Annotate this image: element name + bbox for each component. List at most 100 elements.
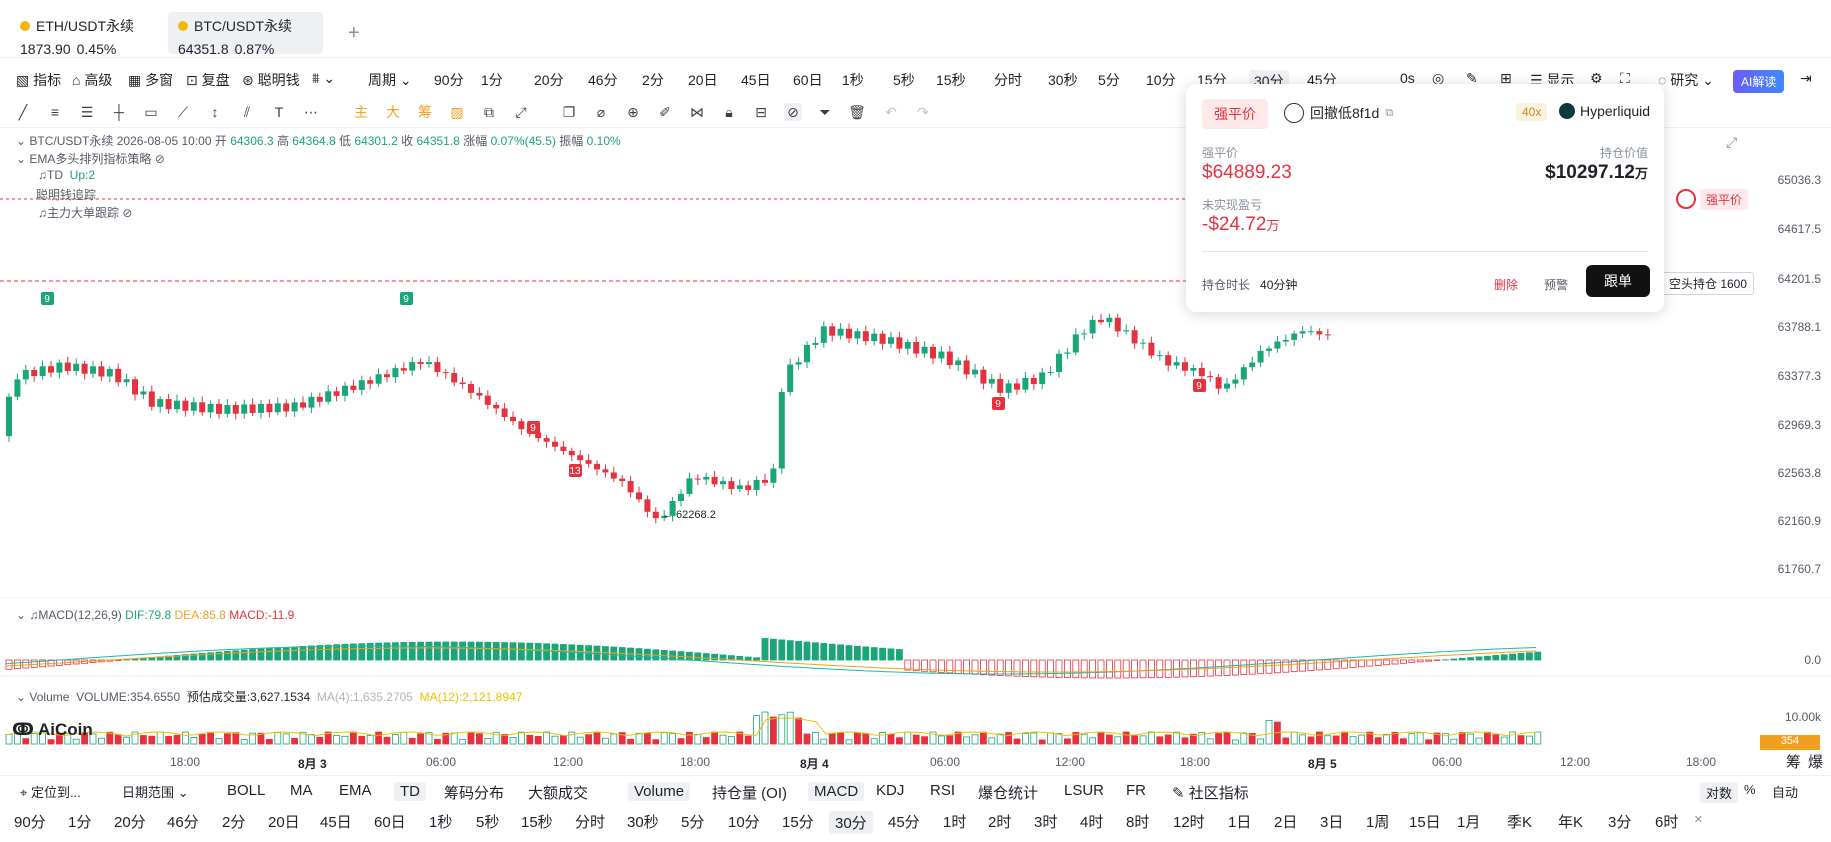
bottom-interval-24[interactable]: 1日 [1228,814,1252,831]
horizontal-lines-icon[interactable]: ☰ [80,104,94,120]
bottom-interval-33[interactable]: 6时 [1655,814,1679,831]
bottom-interval-3[interactable]: 46分 [167,814,199,831]
bottom-interval-27[interactable]: 1周 [1366,814,1390,831]
research-dropdown[interactable]: ◌ 研究 ⌄ [1658,72,1714,88]
indicator-0[interactable]: BOLL [227,782,266,799]
indicator-3[interactable]: TD [394,782,426,801]
maximize-icon[interactable]: ⤢ [1726,134,1738,150]
bottom-interval-6[interactable]: 45日 [320,814,352,831]
ray-icon[interactable]: ⟋ [178,104,188,120]
bottom-interval-8[interactable]: 1秒 [429,814,453,831]
advanced-button[interactable]: ⌂ 高级 [72,72,113,88]
filter-icon[interactable]: ⏷ [819,104,831,120]
bottom-interval-21[interactable]: 4时 [1080,814,1104,831]
indicators-button[interactable]: ▧ 指标 [16,72,62,88]
interval-6[interactable]: 45日 [741,72,771,88]
trader-user[interactable]: 回撤低8f1d ⧉ [1284,103,1393,123]
bottom-interval-20[interactable]: 3时 [1034,814,1058,831]
horizontal-ray-icon[interactable]: ┼ [114,104,124,120]
indicator-4[interactable]: 筹码分布 [444,785,505,802]
bottom-interval-4[interactable]: 2分 [222,814,246,831]
bottom-interval-29[interactable]: 1月 [1457,814,1481,831]
collapse-icon[interactable]: ⌄ [16,690,30,704]
vertical-line-icon[interactable]: ↕ [211,104,219,120]
interval-11[interactable]: 分时 [994,72,1022,88]
main-force-icon[interactable]: 主 [354,104,368,120]
locate-button[interactable]: ⌖ 定位到... [20,785,81,800]
bottom-interval-25[interactable]: 2日 [1274,814,1298,831]
bottom-interval-26[interactable]: 3日 [1320,814,1344,831]
bottom-interval-7[interactable]: 60日 [374,814,406,831]
bottom-interval-11[interactable]: 分时 [575,814,606,831]
collapse-icon[interactable]: ⌄ [16,152,30,166]
copy-icon[interactable]: ⧉ [1385,106,1394,119]
bottom-interval-0[interactable]: 90分 [14,814,46,831]
tab-btc[interactable]: BTC/USDT永续 64351.8 0.87% [168,12,323,57]
more-icon[interactable]: ⋯ [304,104,318,120]
indicator-10[interactable]: RSI [930,782,956,799]
expand-icon[interactable]: ⇥ [1800,70,1812,86]
indicator-12[interactable]: LSUR [1064,782,1105,799]
bottom-interval-22[interactable]: 8时 [1126,814,1150,831]
undo-icon[interactable]: ↶ [885,104,897,120]
bottom-interval-31[interactable]: 年K [1558,814,1584,831]
pencil-icon[interactable]: ✎ [1466,70,1478,86]
ruler-icon[interactable]: ⌀ [596,104,606,120]
liq-price-tag[interactable]: 强平价 [1700,189,1749,210]
layout-icon[interactable]: ⊞ [1500,70,1512,86]
follow-button[interactable]: 跟单 [1586,265,1650,297]
chips-corner[interactable]: 筹 [1786,754,1802,771]
indicator-13[interactable]: FR [1126,782,1146,799]
bottom-interval-10[interactable]: 15秒 [521,814,553,831]
big-order-icon[interactable]: 大 [386,104,400,120]
multi-window-button[interactable]: ▦ 多窗 [128,72,174,88]
zoom-icon[interactable]: ⊕ [627,104,639,120]
lock-icon[interactable]: 🔒︎ [725,104,733,120]
copy-icon[interactable]: ⧉ [484,104,494,120]
bottom-interval-1[interactable]: 1分 [68,814,92,831]
fullscreen-icon[interactable]: ⛶ [1620,70,1630,86]
bottom-interval-15[interactable]: 15分 [782,814,814,831]
eye-off-icon[interactable]: ⊘ [154,152,165,166]
alert-button[interactable]: 预警 [1544,278,1569,292]
chart-type-dropdown[interactable]: ⩩ ⌄ [312,70,336,86]
short-position-tag[interactable]: 空头持仓 1600 [1662,272,1755,295]
period-dropdown[interactable]: 周期 ⌄ [368,72,412,88]
indicator-6[interactable]: Volume [628,782,691,801]
delete-button[interactable]: 删除 [1494,278,1519,292]
edit-icon[interactable]: ▨ [450,104,464,120]
interval-1[interactable]: 1分 [481,72,503,88]
indicator-8[interactable]: MACD [808,782,865,801]
interval-13[interactable]: 5分 [1098,72,1120,88]
indicator-11[interactable]: 爆仓统计 [978,785,1039,802]
indicator-2[interactable]: EMA [339,782,372,799]
indicator-5[interactable]: 大额成交 [528,785,589,802]
bottom-interval-2[interactable]: 20分 [114,814,146,831]
clone-icon[interactable]: ❐ [562,104,576,120]
interval-4[interactable]: 2分 [642,72,664,88]
bottom-interval-5[interactable]: 20日 [268,814,300,831]
link-icon[interactable]: ⊘ [784,103,802,121]
interval-12[interactable]: 30秒 [1048,72,1078,88]
interval-7[interactable]: 60日 [793,72,823,88]
bottom-interval-23[interactable]: 12时 [1173,814,1205,831]
smart-money-button[interactable]: ⊛ 聪明钱 [242,72,300,88]
replay-button[interactable]: ⊡ 复盘 [186,72,230,88]
bottom-interval-32[interactable]: 3分 [1608,814,1632,831]
collapse-icon[interactable]: ⌄ [16,134,30,148]
bottom-interval-12[interactable]: 30秒 [627,814,659,831]
bottom-interval-9[interactable]: 5秒 [476,814,500,831]
eye-off-icon[interactable]: ⊘ [122,206,133,220]
interval-0[interactable]: 90分 [434,72,464,88]
indicator-14[interactable]: ✎ 社区指标 [1172,785,1249,802]
auto-toggle[interactable]: 自动 [1772,785,1799,800]
close-icon[interactable]: × [1694,811,1703,828]
interval-3[interactable]: 46分 [588,72,618,88]
interval-10[interactable]: 15秒 [936,72,966,88]
bottom-interval-28[interactable]: 15日 [1409,814,1441,831]
trader-avatar-icon[interactable] [1676,189,1696,209]
bottom-interval-19[interactable]: 2时 [988,814,1012,831]
percent-toggle[interactable]: % [1744,782,1756,797]
redo-icon[interactable]: ↷ [917,104,929,120]
fib-icon[interactable]: ⫽ [243,104,251,120]
